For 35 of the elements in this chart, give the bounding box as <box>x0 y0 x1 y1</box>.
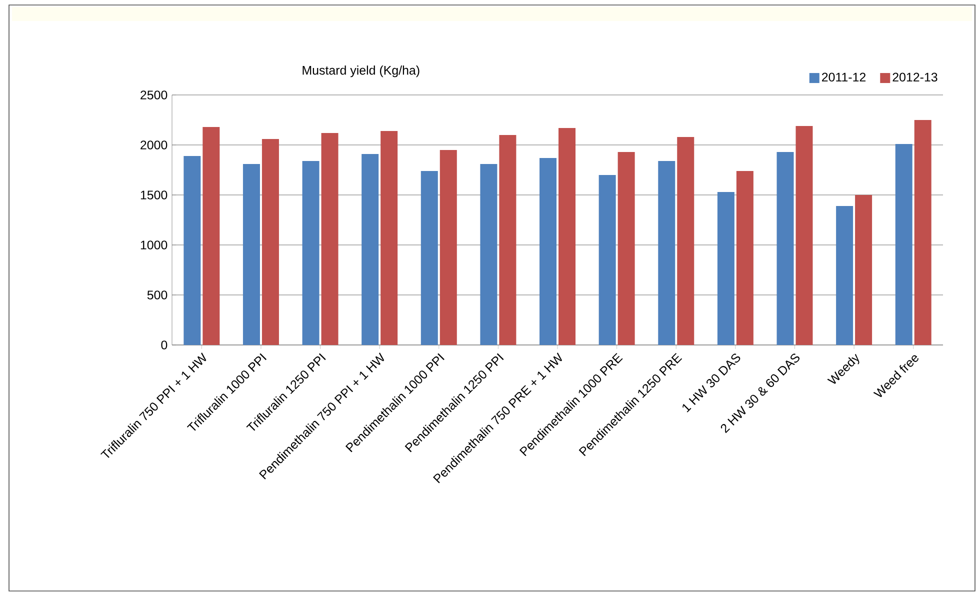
bar <box>717 192 734 345</box>
legend-label: 2012-13 <box>892 72 938 82</box>
bar <box>658 160 676 345</box>
bar <box>558 128 576 345</box>
y-tick-label: 500 <box>147 290 168 300</box>
bar <box>362 154 379 345</box>
y-tick-label: 0 <box>161 340 168 350</box>
bar <box>618 152 635 345</box>
bar <box>184 156 201 345</box>
bar <box>677 136 694 345</box>
bar <box>540 158 557 345</box>
legend-label: 2011-12 <box>822 72 866 82</box>
bar <box>202 126 220 345</box>
bar <box>836 206 854 345</box>
bar <box>262 138 279 345</box>
bar <box>420 170 438 345</box>
bar <box>895 144 912 345</box>
y-tick-label: 2000 <box>140 140 168 150</box>
bar <box>914 120 932 345</box>
bar <box>499 134 516 345</box>
bar <box>796 126 813 345</box>
y-tick-label: 2500 <box>140 90 168 100</box>
chart-title: Mustard yield (Kg/ha) <box>302 66 420 78</box>
bar <box>242 164 260 345</box>
y-tick-label: 1500 <box>140 190 168 200</box>
bar <box>321 132 338 345</box>
bar <box>776 152 794 345</box>
y-tick-label: 1000 <box>140 240 168 250</box>
bar <box>302 160 320 345</box>
bar <box>598 174 616 345</box>
bar <box>855 194 872 345</box>
bar <box>480 164 498 345</box>
bar <box>440 150 457 345</box>
bar <box>380 130 398 345</box>
bar <box>736 170 754 345</box>
